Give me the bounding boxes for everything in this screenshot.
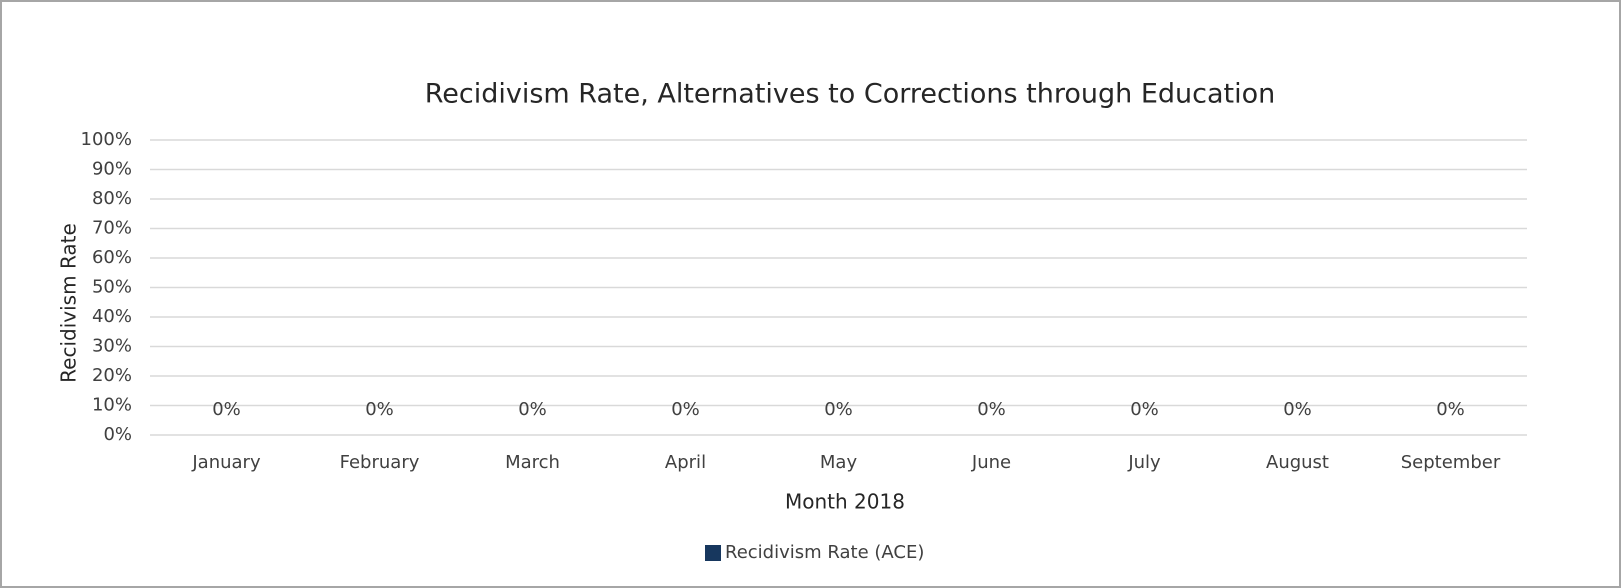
x-tick-label: July [1127,452,1161,473]
data-label: 0% [671,399,700,420]
x-tick-label: August [1266,452,1329,473]
x-tick-label: April [665,452,706,473]
y-tick-label: 0% [103,424,132,445]
data-label: 0% [365,399,394,420]
data-label: 0% [212,399,241,420]
data-label: 0% [977,399,1006,420]
data-label: 0% [1436,399,1465,420]
x-tick-label: February [340,452,420,473]
y-tick-label: 80% [92,188,132,209]
x-tick-label: September [1401,452,1501,473]
x-tick-label: June [971,452,1011,473]
y-tick-label: 40% [92,306,132,327]
y-tick-label: 20% [92,365,132,386]
y-tick-label: 90% [92,159,132,180]
x-tick-label: January [191,452,261,473]
y-tick-label: 50% [92,277,132,298]
y-axis-title: Recidivism Rate [57,223,81,383]
data-label: 0% [1130,399,1159,420]
data-label: 0% [824,399,853,420]
y-tick-label: 70% [92,218,132,239]
y-tick-label: 30% [92,336,132,357]
y-tick-label: 60% [92,247,132,268]
x-tick-label: May [820,452,858,473]
chart-title: Recidivism Rate, Alternatives to Correct… [425,79,1276,110]
y-tick-label: 100% [81,129,132,150]
legend-label: Recidivism Rate (ACE) [725,542,924,563]
data-label: 0% [518,399,547,420]
legend-swatch [705,545,721,561]
y-tick-label: 10% [92,395,132,416]
data-label: 0% [1283,399,1312,420]
x-axis-title: Month 2018 [785,490,905,514]
x-tick-label: March [505,452,560,473]
